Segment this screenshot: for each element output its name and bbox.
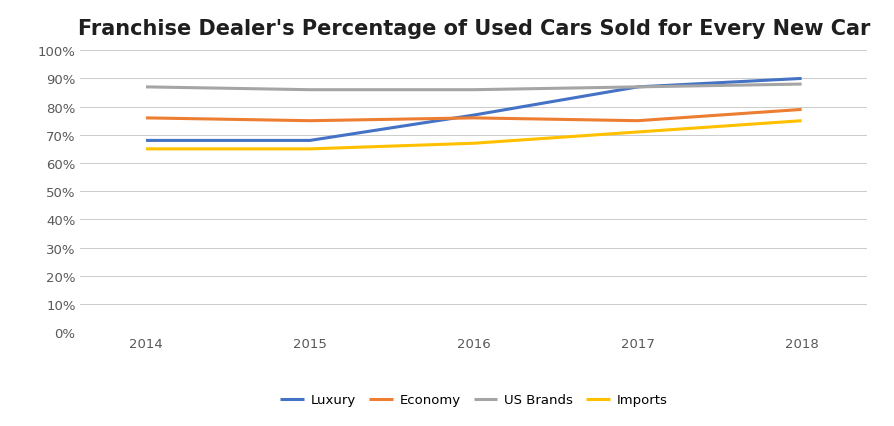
Economy	[797, 108, 807, 113]
Luxury	[140, 138, 151, 144]
Line: US Brands: US Brands	[146, 85, 802, 90]
Imports	[797, 119, 807, 124]
US Brands	[797, 82, 807, 87]
Imports	[632, 130, 643, 135]
Imports	[140, 147, 151, 152]
US Brands	[140, 85, 151, 90]
Line: Economy: Economy	[146, 110, 802, 121]
Title: Franchise Dealer's Percentage of Used Cars Sold for Every New Car: Franchise Dealer's Percentage of Used Ca…	[78, 18, 870, 38]
Economy	[468, 116, 479, 121]
Luxury	[797, 77, 807, 82]
Economy	[140, 116, 151, 121]
Imports	[468, 141, 479, 147]
Economy	[632, 119, 643, 124]
Line: Luxury: Luxury	[146, 79, 802, 141]
Line: Imports: Imports	[146, 121, 802, 150]
Luxury	[468, 113, 479, 118]
US Brands	[632, 85, 643, 90]
Imports	[305, 147, 316, 152]
Economy	[305, 119, 316, 124]
Luxury	[305, 138, 316, 144]
Luxury	[632, 85, 643, 90]
Legend: Luxury, Economy, US Brands, Imports: Luxury, Economy, US Brands, Imports	[276, 389, 671, 410]
US Brands	[468, 88, 479, 93]
US Brands	[305, 88, 316, 93]
